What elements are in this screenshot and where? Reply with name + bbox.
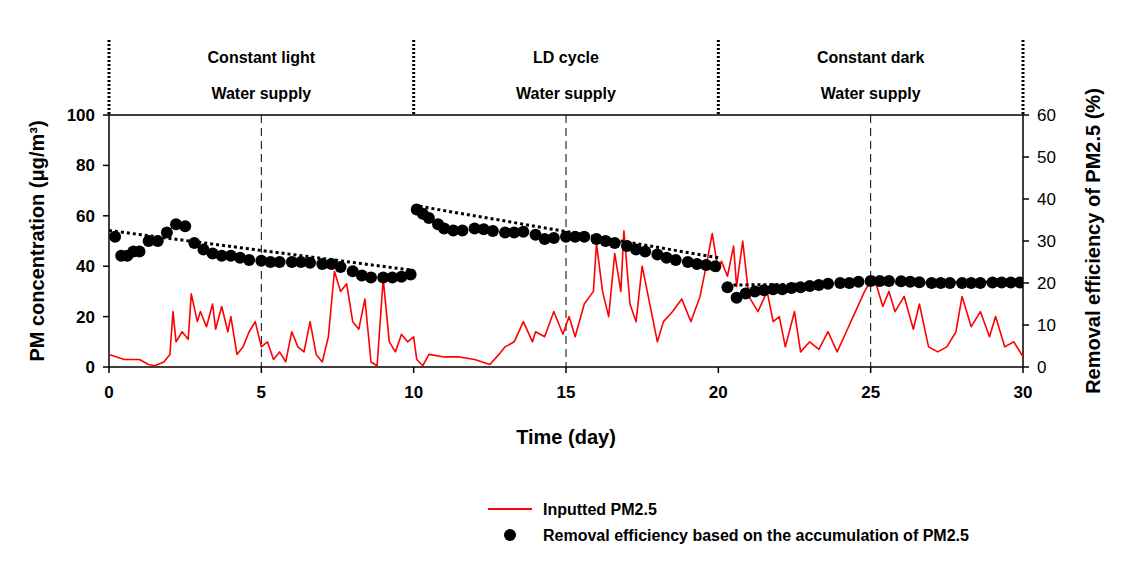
divider-line [870,115,871,367]
legend-marker [504,529,516,541]
y-axis-title: PM concentration (μg/m³) [26,120,48,361]
y-tick [103,265,109,267]
section-sublabel: Water supply [516,85,616,102]
y2-tick [1023,240,1029,242]
data-point [883,275,895,287]
x-tick-label: 5 [257,383,266,402]
y2-tick-label: 40 [1037,190,1056,209]
y2-tick-label: 50 [1037,148,1056,167]
y2-tick-label: 10 [1037,316,1056,335]
section-separator [412,40,415,115]
y2-tick-label: 0 [1037,358,1046,377]
y2-tick [1023,114,1029,116]
plot-frame [109,115,1023,367]
data-point [517,226,529,238]
legend-label: Inputted PM2.5 [543,501,657,518]
divider-line [261,115,262,367]
y-tick [103,165,109,167]
x-tick [1022,367,1024,373]
x-tick-label: 25 [861,383,880,402]
x-axis-title: Time (day) [516,426,616,448]
section-label: Constant dark [817,49,925,66]
y2-tick-label: 60 [1037,106,1056,125]
data-point [670,254,682,266]
section-sublabel: Water supply [821,85,921,102]
y-tick-label: 40 [76,257,95,276]
data-point [709,260,721,272]
y-tick-label: 60 [76,207,95,226]
y2-tick [1023,198,1029,200]
data-point [365,272,377,284]
legend-line [488,508,532,510]
y-tick-label: 100 [67,106,95,125]
y2-tick [1023,324,1029,326]
data-point [335,261,347,273]
trend-line [727,282,1019,285]
y2-tick-label: 30 [1037,232,1056,251]
data-point [274,256,286,268]
y2-tick [1023,366,1029,368]
y-tick-label: 0 [86,358,95,377]
x-tick-label: 15 [557,383,576,402]
data-point [487,225,499,237]
y2-tick-label: 20 [1037,274,1056,293]
data-point [243,254,255,266]
y-tick [103,366,109,368]
trend-line [414,205,719,257]
y-tick [103,215,109,217]
data-point [133,246,145,258]
data-point [639,246,651,258]
section-separator [717,40,720,115]
x-tick [413,367,415,373]
x-tick-label: 20 [709,383,728,402]
x-tick [108,367,110,373]
section-separator [108,40,111,115]
section-sublabel: Water supply [211,85,311,102]
y-tick-label: 20 [76,308,95,327]
chart: Constant light Water supply LD cycle Water … [0,0,1128,563]
y2-tick [1023,282,1029,284]
data-point [179,220,191,232]
data-point [304,257,316,269]
data-point [1014,277,1023,289]
x-tick-label: 10 [404,383,423,402]
y2-axis-title: Removal efficiency of PM2.5 (%) [1082,88,1104,394]
data-point [852,276,864,288]
y-tick [103,316,109,318]
x-tick-label: 30 [1014,383,1033,402]
legend-label: Removal efficiency based on the accumula… [543,527,969,544]
y-tick [103,114,109,116]
x-tick-label: 0 [104,383,113,402]
section-label: Constant light [208,49,316,66]
data-line [109,231,1023,366]
y-tick-label: 80 [76,156,95,175]
legend: Inputted PM2.5 Removal efficiency based o… [488,501,969,544]
trend-line [109,231,414,271]
data-point [456,225,468,237]
data-point [548,232,560,244]
y2-tick [1023,156,1029,158]
plot-data [109,204,1023,366]
x-tick [870,367,872,373]
x-tick [565,367,567,373]
x-tick [718,367,720,373]
data-point [721,281,733,293]
x-tick [261,367,263,373]
section-separator [1022,40,1025,115]
section-label: LD cycle [533,49,599,66]
